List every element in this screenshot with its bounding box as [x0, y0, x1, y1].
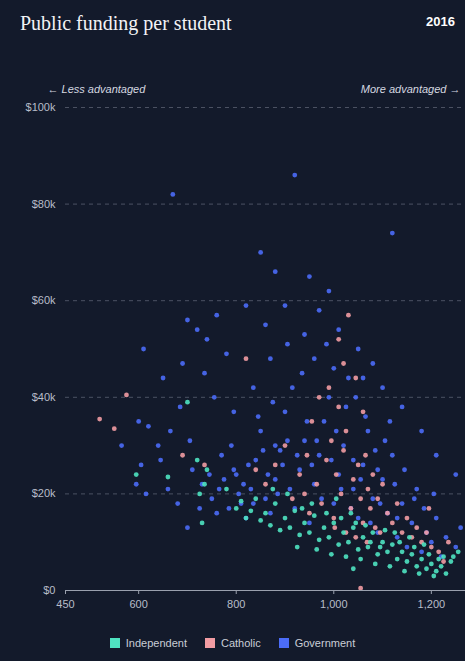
- svg-text:1,200: 1,200: [418, 598, 446, 610]
- svg-text:$40k: $40k: [32, 391, 56, 403]
- svg-text:450: 450: [56, 598, 74, 610]
- svg-text:$20k: $20k: [32, 487, 56, 499]
- svg-text:More advantaged →: More advantaged →: [361, 83, 461, 95]
- html-text:Independent: Independent: [125, 637, 187, 649]
- html-text:Government: Government: [294, 637, 356, 649]
- html-text:Catholic: Catholic: [220, 637, 261, 649]
- svg-text:600: 600: [129, 598, 147, 610]
- html-text:2016: 2016: [426, 14, 455, 29]
- svg-text:$80k: $80k: [32, 198, 56, 210]
- html-text:Public funding per student: Public funding per student: [20, 12, 232, 34]
- svg-text:$60k: $60k: [32, 294, 56, 306]
- svg-text:$0: $0: [43, 584, 55, 596]
- svg-text:800: 800: [227, 598, 245, 610]
- svg-text:1,000: 1,000: [320, 598, 348, 610]
- svg-text:← Less advantaged: ← Less advantaged: [48, 83, 147, 95]
- svg-text:$100k: $100k: [26, 101, 56, 113]
